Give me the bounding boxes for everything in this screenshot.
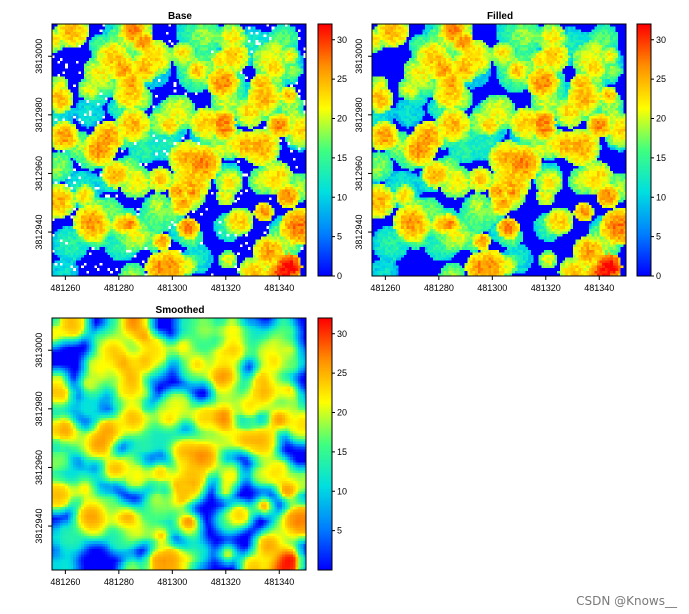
y-tick-label: 3813000 bbox=[354, 39, 364, 74]
heatmap-raster bbox=[372, 24, 626, 276]
x-tick-label: 481300 bbox=[157, 283, 187, 293]
colorbar-tick-label: 10 bbox=[337, 486, 347, 496]
x-tick-label: 481280 bbox=[424, 283, 454, 293]
colorbar-tick-label: 10 bbox=[656, 192, 666, 202]
x-tick-label: 481280 bbox=[104, 283, 134, 293]
y-tick-label: 3812980 bbox=[34, 97, 44, 132]
y-tick-label: 3812980 bbox=[354, 97, 364, 132]
x-tick-label: 481260 bbox=[50, 283, 80, 293]
colorbar-tick-label: 20 bbox=[337, 114, 347, 124]
colorbar bbox=[318, 318, 332, 570]
plot-frame bbox=[51, 23, 307, 277]
colorbar-tick-label: 5 bbox=[656, 232, 661, 242]
chart-title: Smoothed bbox=[156, 305, 205, 316]
x-tick-label: 481300 bbox=[157, 577, 187, 587]
x-tick-label: 481340 bbox=[264, 283, 294, 293]
x-tick-label: 481320 bbox=[531, 283, 561, 293]
y-tick-label: 3813000 bbox=[34, 333, 44, 368]
colorbar-frame bbox=[317, 317, 333, 571]
x-tick-label: 481260 bbox=[370, 283, 400, 293]
colorbar bbox=[637, 24, 651, 276]
chart-panel-filled: Filled 481260 481280 481300 481320 481340 3812… bbox=[354, 11, 666, 293]
colorbar-tick-label: 15 bbox=[337, 153, 347, 163]
heatmap-raster bbox=[52, 24, 306, 276]
plot-frame bbox=[51, 317, 307, 571]
plot-frame bbox=[371, 23, 627, 277]
colorbar-tick-label: 25 bbox=[337, 368, 347, 378]
colorbar-tick-label: 30 bbox=[656, 35, 666, 45]
y-tick-label: 3812960 bbox=[34, 450, 44, 485]
chart-panel-base: Base 481260 481280 481300 481320 481340 381294… bbox=[34, 11, 347, 293]
heatmap-raster bbox=[52, 318, 306, 570]
colorbar-tick-label: 15 bbox=[656, 153, 666, 163]
x-tick-label: 481320 bbox=[211, 283, 241, 293]
colorbar-tick-label: 0 bbox=[656, 271, 661, 281]
y-tick-label: 3812940 bbox=[354, 215, 364, 250]
y-tick-label: 3812960 bbox=[354, 156, 364, 191]
colorbar-tick-label: 5 bbox=[337, 232, 342, 242]
chart-panel-smoothed: Smoothed 481260 481280 481300 481320 481340 38… bbox=[34, 305, 347, 587]
colorbar-frame bbox=[317, 23, 333, 277]
watermark: CSDN @Knows__ bbox=[576, 594, 677, 608]
colorbar-tick-label: 30 bbox=[337, 329, 347, 339]
chart-title: Filled bbox=[487, 11, 513, 22]
chart-title: Base bbox=[168, 11, 192, 22]
y-tick-label: 3812960 bbox=[34, 156, 44, 191]
x-tick-label: 481260 bbox=[50, 577, 80, 587]
x-tick-label: 481340 bbox=[264, 577, 294, 587]
x-tick-label: 481320 bbox=[211, 577, 241, 587]
colorbar-tick-label: 20 bbox=[337, 408, 347, 418]
colorbar-tick-label: 20 bbox=[656, 114, 666, 124]
colorbar bbox=[318, 24, 332, 276]
colorbar-frame bbox=[636, 23, 652, 277]
y-tick-label: 3812940 bbox=[34, 215, 44, 250]
colorbar-tick-label: 25 bbox=[337, 74, 347, 84]
x-tick-label: 481300 bbox=[477, 283, 507, 293]
colorbar-tick-label: 30 bbox=[337, 35, 347, 45]
x-tick-label: 481340 bbox=[584, 283, 614, 293]
colorbar-tick-label: 25 bbox=[656, 74, 666, 84]
y-tick-label: 3813000 bbox=[34, 39, 44, 74]
x-tick-label: 481280 bbox=[104, 577, 134, 587]
y-tick-label: 3812980 bbox=[34, 391, 44, 426]
colorbar-tick-label: 5 bbox=[337, 526, 342, 536]
colorbar-tick-label: 10 bbox=[337, 192, 347, 202]
y-tick-label: 3812940 bbox=[34, 509, 44, 544]
colorbar-tick-label: 0 bbox=[337, 271, 342, 281]
colorbar-tick-label: 15 bbox=[337, 447, 347, 457]
